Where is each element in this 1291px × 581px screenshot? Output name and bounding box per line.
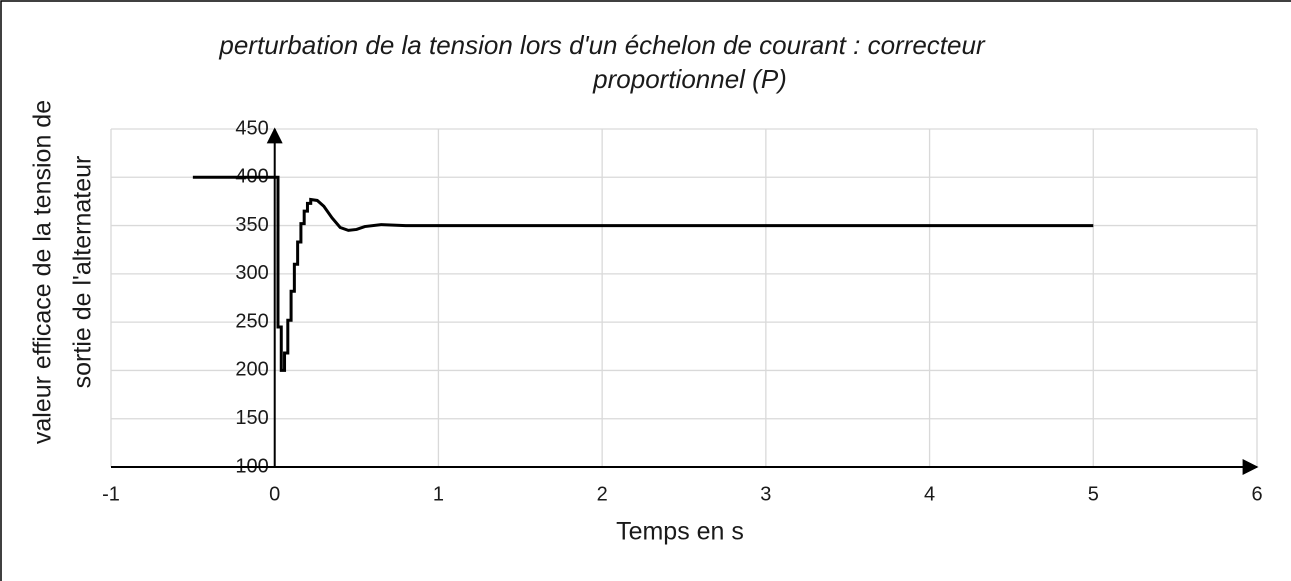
x-tick-label: 0 (269, 483, 280, 505)
x-tick-label: -1 (102, 483, 120, 505)
y-tick-label: 350 (235, 214, 268, 236)
x-axis-label: Temps en s (616, 518, 744, 546)
line (192, 175, 1094, 372)
x-tick-label: 5 (1088, 483, 1099, 505)
y-tick-label: 450 (235, 117, 268, 139)
x-tick-label: 2 (597, 483, 608, 505)
y-tick-label: 300 (235, 262, 268, 284)
y-axis-label: sortie de l'alternateur (69, 156, 97, 389)
x-tick-label: 6 (1251, 483, 1262, 505)
y-tick-label: 200 (235, 359, 268, 381)
chart-title: proportionnel (P) (592, 64, 787, 94)
x-tick-label: 4 (924, 483, 935, 505)
x-tick-label: 3 (760, 483, 771, 505)
chart-title: perturbation de la tension lors d'un éch… (218, 30, 986, 60)
y-axis-label: valeur efficace de la tension de (29, 100, 57, 444)
y-tick-label: 150 (235, 407, 268, 429)
y-tick-label: 250 (235, 310, 268, 332)
x-tick-label: 1 (433, 483, 444, 505)
